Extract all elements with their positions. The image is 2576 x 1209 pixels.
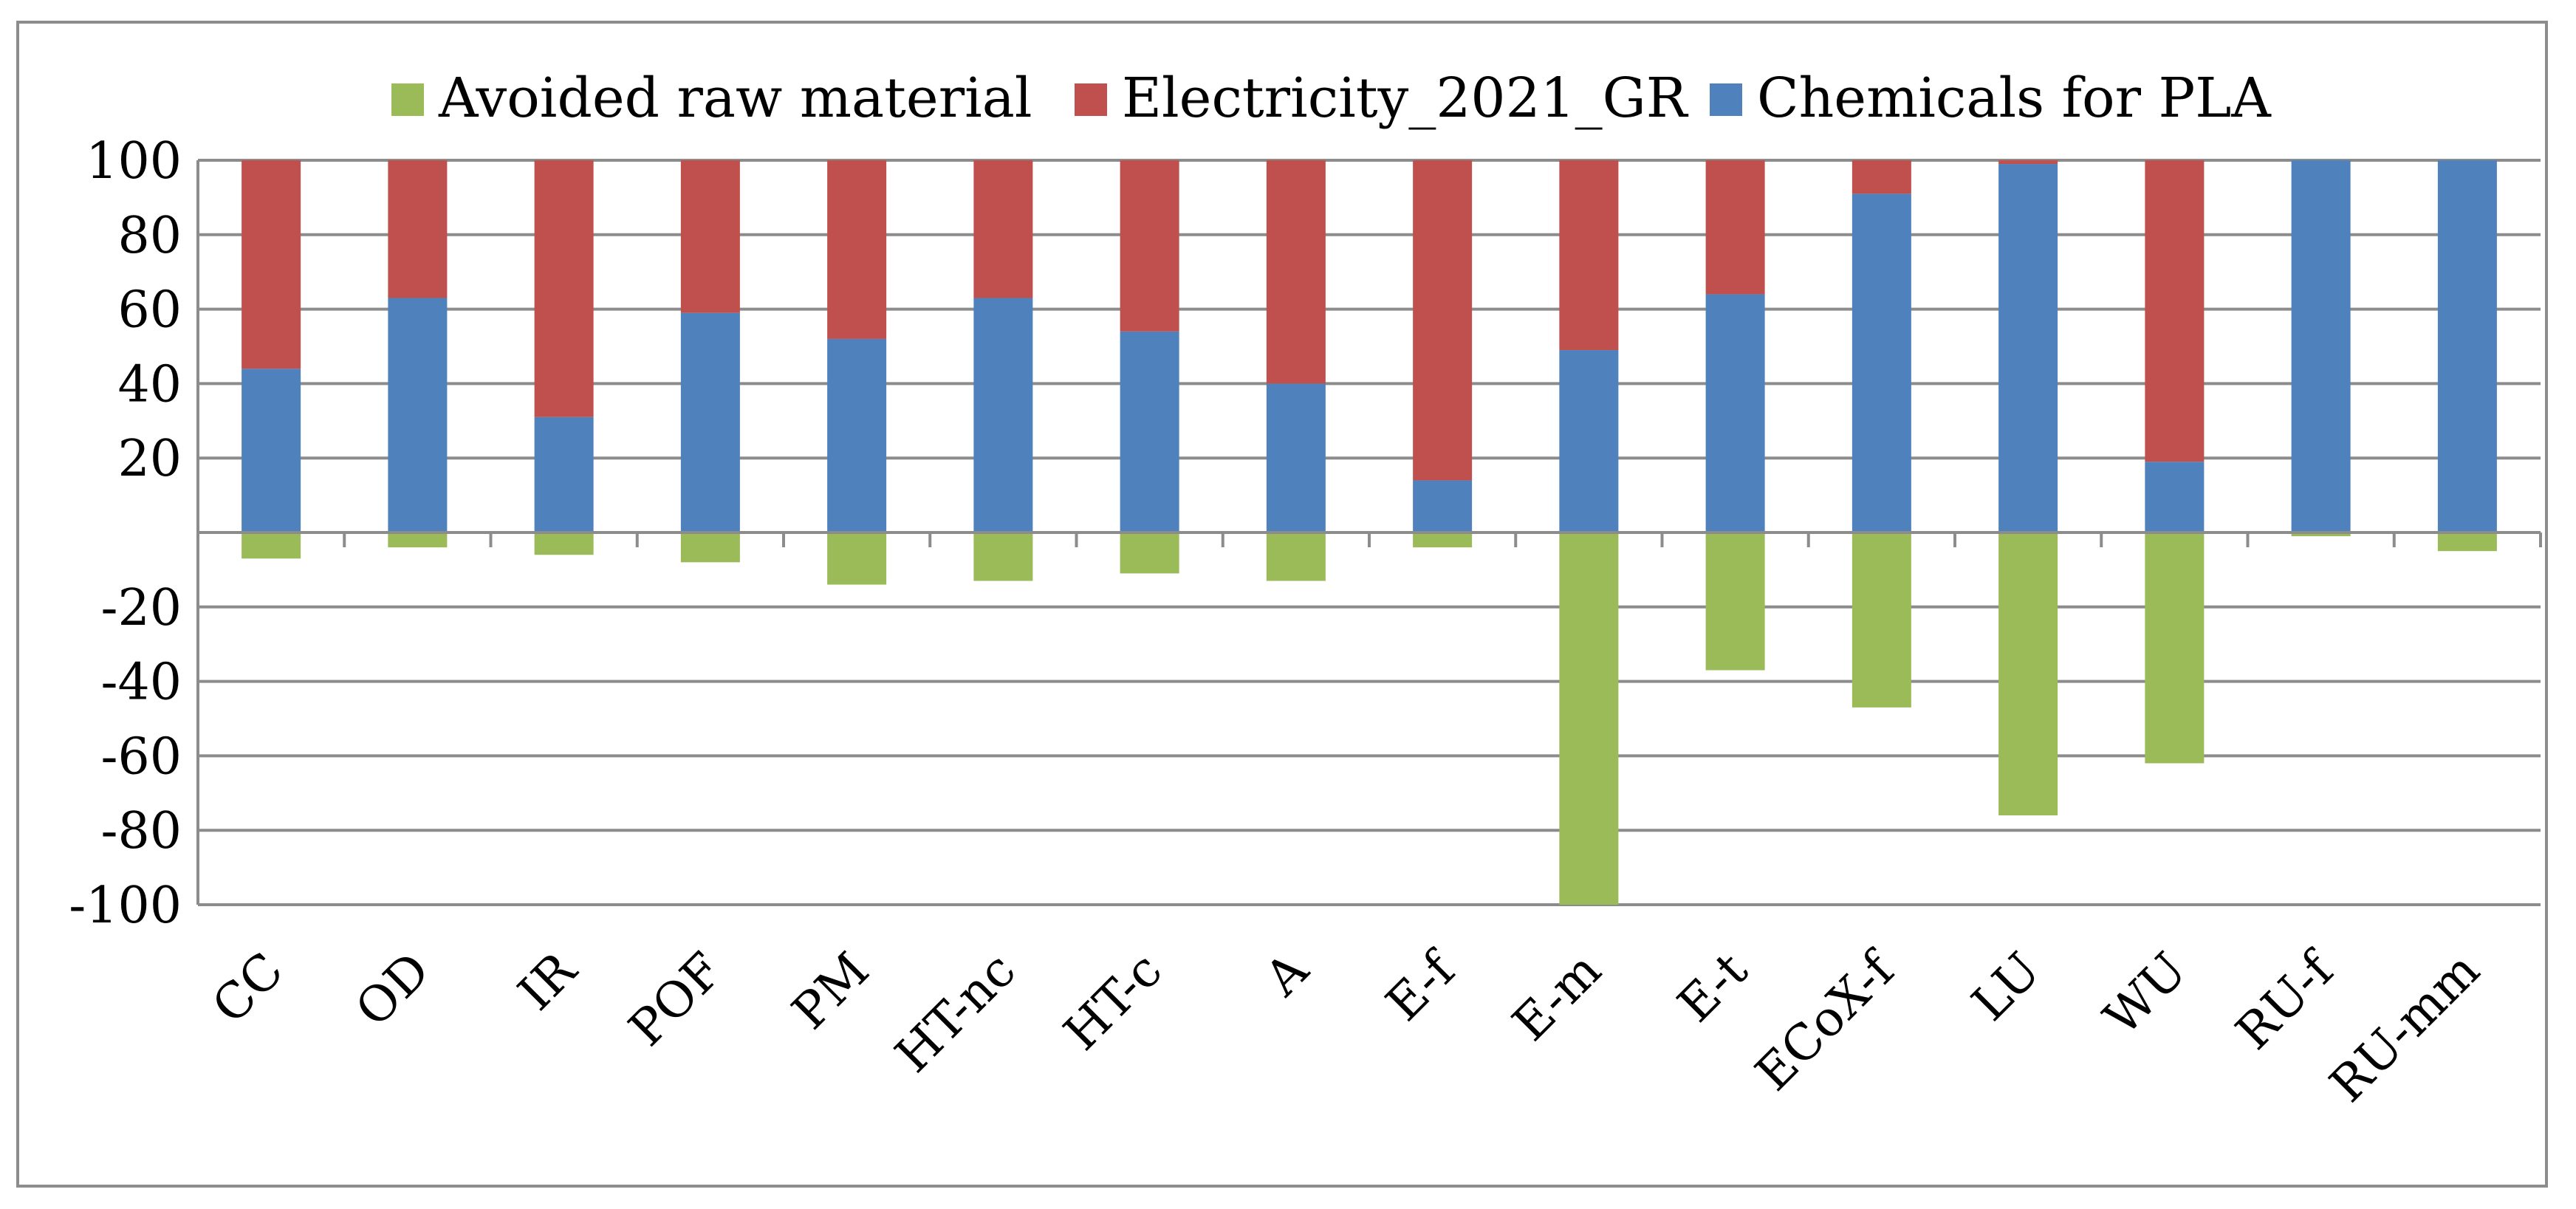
legend-label: Avoided raw material <box>438 66 1032 130</box>
x-category-label: E-f <box>1375 939 1468 1032</box>
x-category-label: OD <box>345 942 441 1038</box>
bar-chemicals-for-pla <box>534 417 594 532</box>
y-tick-label: 40 <box>117 355 182 414</box>
bar-chemicals-for-pla <box>242 369 301 532</box>
bar-electricity-2021-gr <box>1705 160 1765 295</box>
bar-avoided-raw-material <box>388 532 448 548</box>
bar-chemicals-for-pla <box>1120 331 1179 532</box>
y-tick-label: -60 <box>100 727 182 786</box>
x-category-label: IR <box>507 940 589 1021</box>
x-category-label: E-t <box>1667 942 1758 1033</box>
bar-avoided-raw-material <box>1413 532 1473 548</box>
x-category-label: E-m <box>1501 942 1611 1052</box>
x-category-label: HT-c <box>1053 942 1173 1061</box>
bar-electricity-2021-gr <box>1413 160 1473 481</box>
bar-electricity-2021-gr <box>1120 160 1179 332</box>
bar-avoided-raw-material <box>2437 532 2497 552</box>
bar-avoided-raw-material <box>1266 532 1326 581</box>
x-category-label: RU-mm <box>2319 942 2490 1113</box>
bar-chemicals-for-pla <box>2145 462 2205 532</box>
bar-electricity-2021-gr <box>1266 160 1326 384</box>
bar-avoided-raw-material <box>827 532 887 585</box>
bar-avoided-raw-material <box>1559 532 1619 905</box>
bar-electricity-2021-gr <box>1852 160 1911 194</box>
bar-electricity-2021-gr <box>242 160 301 369</box>
x-category-label: CC <box>202 942 295 1035</box>
bar-electricity-2021-gr <box>680 160 740 313</box>
x-category-label: PM <box>781 942 880 1041</box>
x-category-label: ECoX-f <box>1744 939 1907 1102</box>
bar-chemicals-for-pla <box>1852 193 1911 532</box>
bar-chemicals-for-pla <box>1559 350 1619 532</box>
legend-label: Chemicals for PLA <box>1757 66 2272 130</box>
bar-chemicals-for-pla <box>827 338 887 532</box>
y-tick-label: -80 <box>100 802 182 860</box>
bar-chemicals-for-pla <box>973 298 1033 532</box>
legend-swatch <box>391 83 424 116</box>
bar-electricity-2021-gr <box>534 160 594 417</box>
bar-electricity-2021-gr <box>1998 160 2058 165</box>
bar-electricity-2021-gr <box>827 160 887 339</box>
y-tick-label: 20 <box>117 430 182 488</box>
bar-avoided-raw-material <box>1852 532 1911 708</box>
y-tick-label: 100 <box>86 132 182 191</box>
y-tick-label: -40 <box>100 654 182 712</box>
bar-chemicals-for-pla <box>1413 480 1473 532</box>
legend-swatch <box>1710 83 1742 116</box>
x-category-label: POF <box>618 942 733 1057</box>
y-tick-label: 80 <box>117 207 182 265</box>
bar-chemicals-for-pla <box>2291 160 2351 532</box>
bar-avoided-raw-material <box>1998 532 2058 816</box>
x-category-label: A <box>1253 941 1320 1007</box>
legend-swatch <box>1075 83 1107 116</box>
bar-electricity-2021-gr <box>973 160 1033 298</box>
y-tick-label: 60 <box>117 281 182 340</box>
bar-avoided-raw-material <box>242 532 301 559</box>
bar-avoided-raw-material <box>1705 532 1765 671</box>
bar-avoided-raw-material <box>680 532 740 563</box>
bar-electricity-2021-gr <box>1559 160 1619 351</box>
x-category-label: HT-nc <box>884 942 1026 1083</box>
bar-chemicals-for-pla <box>1705 294 1765 532</box>
bar-chemicals-for-pla <box>388 298 448 532</box>
x-category-label: WU <box>2093 942 2198 1047</box>
bar-chemicals-for-pla <box>1266 383 1326 532</box>
bar-electricity-2021-gr <box>2145 160 2205 462</box>
bar-avoided-raw-material <box>1120 532 1179 574</box>
bar-chemicals-for-pla <box>1998 164 2058 533</box>
bar-avoided-raw-material <box>534 532 594 555</box>
bar-avoided-raw-material <box>973 532 1033 581</box>
y-tick-label: -20 <box>100 579 182 637</box>
bar-electricity-2021-gr <box>388 160 448 298</box>
bar-chemicals-for-pla <box>2437 160 2497 532</box>
bar-chemicals-for-pla <box>680 312 740 532</box>
x-category-label: LU <box>1961 942 2051 1032</box>
bar-avoided-raw-material <box>2145 532 2205 764</box>
legend-label: Electricity_2021_GR <box>1122 66 1689 130</box>
bar-avoided-raw-material <box>2291 532 2351 537</box>
y-tick-label: -100 <box>69 877 182 935</box>
x-category-label: RU-f <box>2225 939 2346 1061</box>
